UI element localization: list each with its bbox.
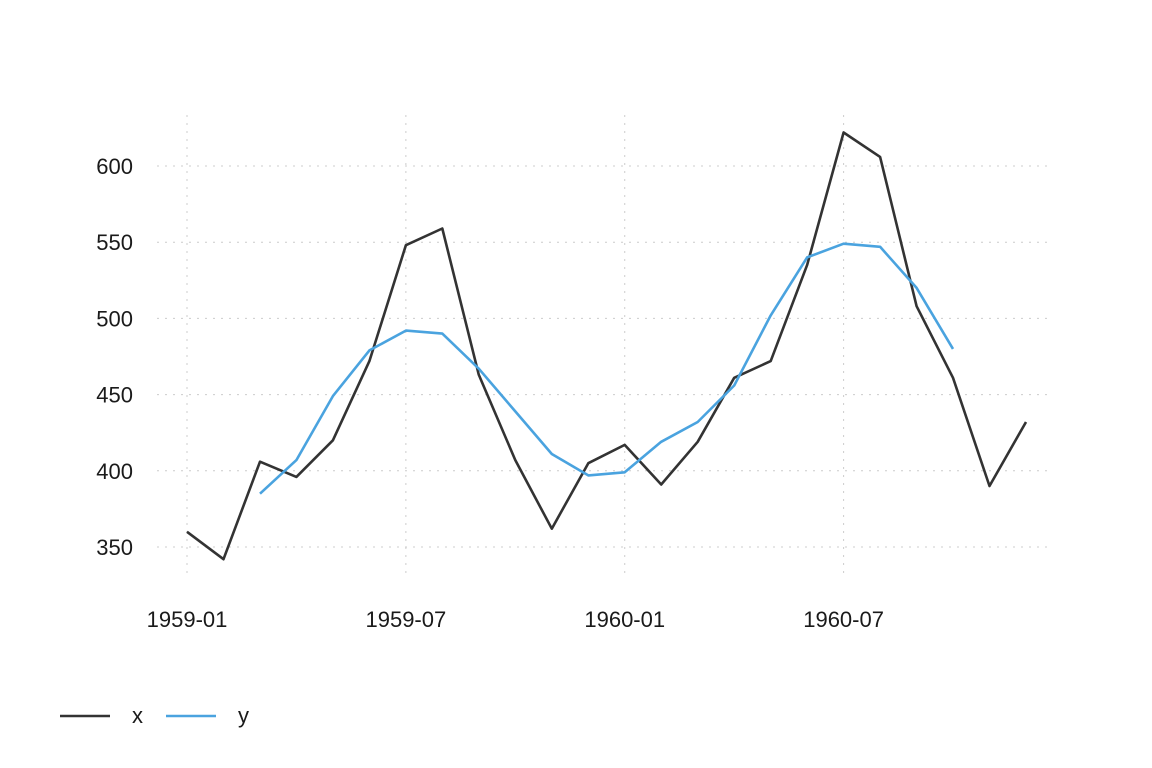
x-tick-label: 1960-01: [584, 607, 665, 632]
y-tick-label: 350: [96, 535, 133, 560]
y-tick-label: 400: [96, 459, 133, 484]
x-axis-tick-labels: 1959-01 1959-07 1960-01 1960-07: [147, 607, 884, 632]
y-tick-label: 450: [96, 383, 133, 408]
x-tick-label: 1959-01: [147, 607, 228, 632]
legend-label-y: y: [238, 703, 249, 728]
y-tick-label: 600: [96, 154, 133, 179]
legend-label-x: x: [132, 703, 143, 728]
y-axis-tick-labels: 350 400 450 500 550 600: [96, 154, 133, 560]
series-line-y: [259, 242, 955, 495]
series-lines: [186, 131, 1028, 561]
y-tick-label: 550: [96, 230, 133, 255]
x-tick-label: 1959-07: [365, 607, 446, 632]
y-tick-label: 500: [96, 306, 133, 331]
x-tick-label: 1960-07: [803, 607, 884, 632]
grid: [157, 115, 1052, 578]
series-line-x: [186, 131, 1028, 561]
